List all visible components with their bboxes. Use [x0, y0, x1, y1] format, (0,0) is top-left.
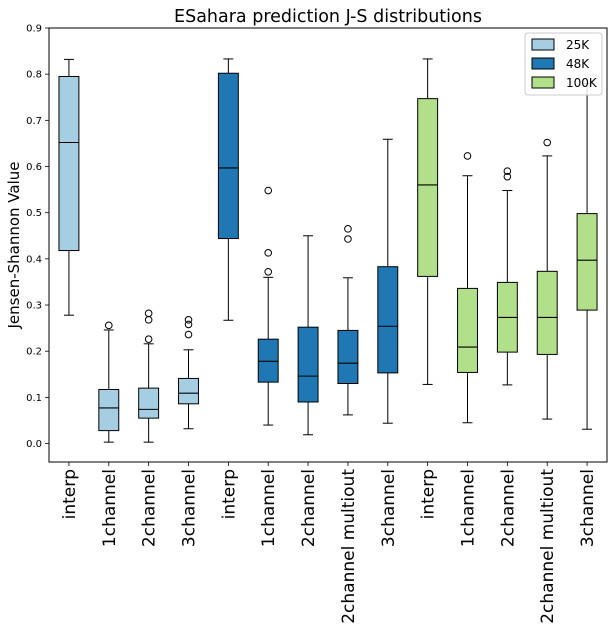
box-body — [536, 270, 558, 355]
x-tick-label: 1channel — [459, 469, 479, 547]
legend-label: 25K — [566, 38, 590, 52]
x-tick-label: 2channel — [299, 469, 319, 547]
box-11 — [457, 152, 478, 424]
y-axis-label: Jensen-Shannon Value — [5, 162, 23, 330]
box-body — [98, 389, 120, 432]
box-10 — [417, 58, 439, 385]
x-tick-label: interp — [419, 469, 439, 519]
plot-area: 0.0 0.1 0.2 0.3 0.4 0.5 0.6 0.7 0.8 0.9 interp 1cha… — [26, 24, 608, 624]
y-tick-label: 0.9 — [26, 24, 42, 35]
box-body — [138, 387, 160, 419]
x-tick-label: 2channel multiout — [538, 469, 558, 624]
box-13 — [536, 138, 558, 420]
box-body — [217, 72, 239, 240]
box-1 — [58, 58, 80, 316]
box-body — [297, 326, 319, 403]
outlier-point — [264, 267, 273, 276]
outlier-point — [144, 309, 153, 318]
x-tick-label: interp — [219, 469, 239, 519]
x-tick-label: 3channel — [379, 469, 399, 547]
y-tick-label: 0.0 — [26, 439, 42, 450]
box-body — [576, 213, 598, 311]
box-9 — [377, 138, 399, 424]
legend-swatch — [531, 38, 555, 51]
outlier-point — [543, 138, 552, 147]
box-12 — [496, 167, 518, 386]
x-tick-label: 2channel multiout — [339, 469, 359, 624]
axes-frame — [48, 27, 608, 463]
box-body — [58, 75, 80, 252]
y-tick-label: 0.7 — [26, 116, 42, 127]
outlier-point — [104, 321, 113, 330]
x-tick-label: 3channel — [578, 469, 598, 547]
x-tick-label: 2channel — [140, 469, 160, 547]
outlier-point — [184, 330, 193, 339]
outlier-point — [463, 152, 472, 160]
outlier-point — [264, 249, 273, 257]
box-7 — [297, 235, 319, 436]
legend-label: 100K — [566, 76, 598, 90]
outlier-point — [503, 172, 512, 181]
y-tick-label: 0.2 — [26, 347, 42, 358]
box-6 — [257, 186, 279, 426]
outlier-point — [344, 235, 352, 243]
y-tick-label: 0.6 — [26, 162, 42, 173]
x-tick-label: 2channel — [498, 469, 518, 547]
outlier-point — [264, 186, 273, 195]
box-5 — [217, 58, 239, 321]
x-tick-label: 3channel — [180, 469, 200, 547]
x-tick-label: interp — [60, 469, 80, 519]
legend-swatch — [531, 57, 555, 70]
box-body — [457, 287, 478, 373]
chart-title: ESahara prediction J-S distributions — [174, 7, 482, 27]
outlier-point — [503, 167, 512, 175]
outlier-point — [184, 315, 193, 324]
x-tick-label: 1channel — [100, 469, 120, 547]
box-body — [337, 329, 359, 385]
box-body — [257, 338, 279, 383]
box-4 — [178, 315, 199, 430]
y-tick-label: 0.5 — [26, 208, 42, 219]
legend-label: 48K — [566, 57, 590, 71]
box-body — [377, 266, 399, 374]
box-8 — [337, 225, 359, 416]
box-body — [417, 98, 439, 277]
box-2 — [98, 321, 120, 443]
x-tick-label: 1channel — [259, 469, 279, 547]
legend-swatch — [531, 76, 555, 89]
y-tick-label: 0.8 — [26, 70, 42, 81]
legend: 25K 48K 100K — [524, 32, 603, 96]
outlier-point — [144, 335, 153, 343]
outlier-point — [184, 320, 193, 329]
box-body — [178, 377, 199, 405]
box-14 — [576, 82, 598, 430]
y-tick-label: 0.1 — [26, 393, 42, 404]
y-tick-label: 0.4 — [26, 254, 42, 265]
box-3 — [138, 309, 160, 443]
outlier-point — [344, 225, 352, 233]
y-tick-label: 0.3 — [26, 301, 42, 312]
